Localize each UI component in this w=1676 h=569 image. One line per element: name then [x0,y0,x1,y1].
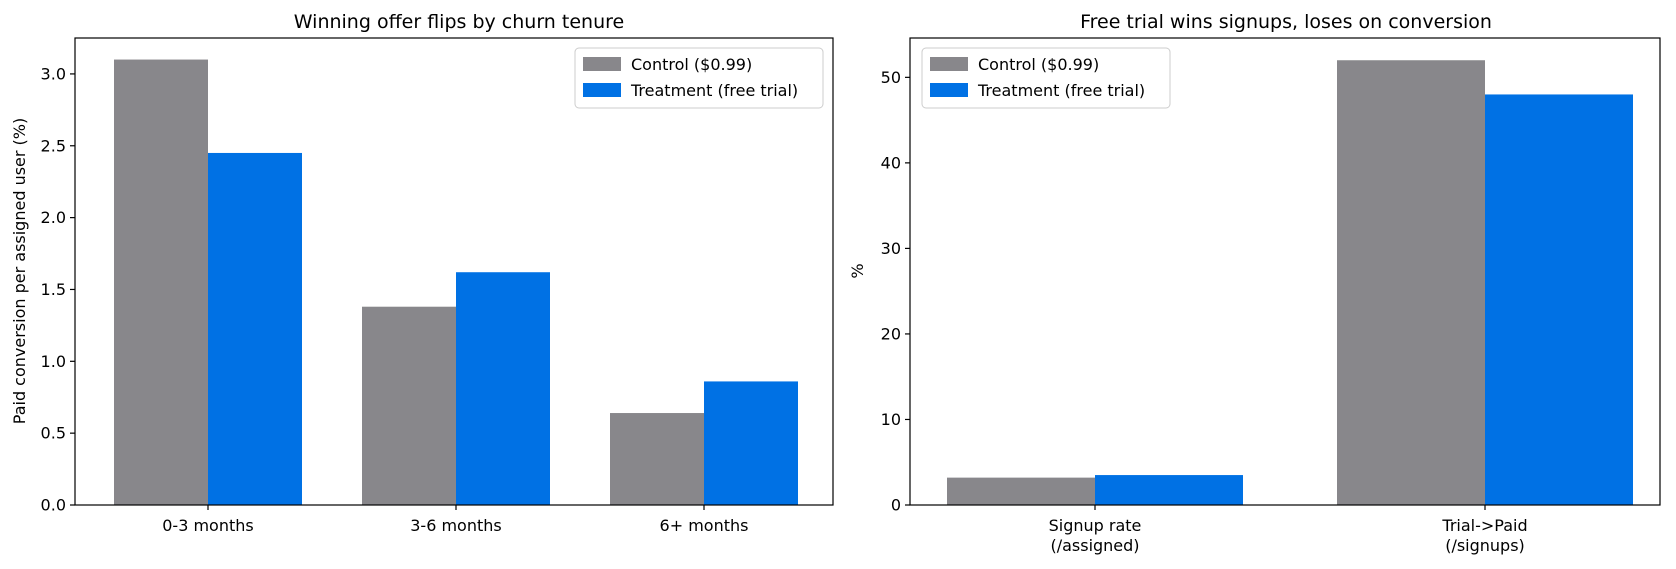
legend: Control ($0.99) Treatment (free trial) [574,47,824,109]
x-tick-label: Signup rate (/assigned) [1049,516,1142,555]
y-tick-label: 30 [881,239,901,258]
chart-signup-conversion: Free trial wins signups, loses on conver… [848,11,1661,555]
y-tick-label: 2.0 [41,208,66,227]
y-tick-label: 0.5 [41,424,66,443]
legend-label: Control ($0.99) [631,55,752,74]
bar-control [362,306,456,505]
plot-frame [909,37,1661,506]
bar-treatment [1485,94,1633,505]
bar-control [114,59,208,506]
bars [947,60,1633,505]
chart-title: Free trial wins signups, loses on conver… [1080,11,1492,33]
y-tick-label: 10 [881,410,901,429]
y-axis-label: % [848,263,867,278]
chart-title: Winning offer flips by churn tenure [294,11,624,33]
y-tick-label: 1.0 [41,352,66,371]
bar-treatment [456,272,550,505]
bars [114,59,798,506]
bar-control [947,477,1095,505]
y-tick-label: 40 [881,153,901,172]
bar-control [1337,60,1485,505]
chart-tenure: Winning offer flips by churn tenure Paid… [10,11,834,535]
y-tick-label: 3.0 [41,64,66,83]
x-tick-label: 0-3 months [162,516,253,535]
y-tick-label: 50 [881,68,901,87]
plot-frame [74,37,834,506]
y-tick-label: 0.0 [41,496,66,515]
y-tick-label: 0 [891,496,901,515]
axis-ticks: Signup rate (/assigned) Trial->Paid (/signu… [881,68,1528,555]
legend-swatch-treatment [583,83,621,97]
y-tick-label: 1.5 [41,280,66,299]
legend-label: Treatment (free trial) [630,81,798,100]
legend-box [921,47,1171,109]
bar-treatment [704,381,798,505]
axis-ticks: 0-3 months 3-6 months 6+ months 0.0 0.5 1.0 1.… [41,64,749,535]
x-tick-label: Trial->Paid (/signups) [1441,516,1527,555]
y-tick-label: 2.5 [41,136,66,155]
x-tick-label: 3-6 months [410,516,501,535]
x-tick-label: 6+ months [660,516,749,535]
bar-treatment [208,152,302,505]
legend-swatch-treatment [930,83,968,97]
y-tick-label: 20 [881,324,901,343]
legend-label: Treatment (free trial) [977,81,1145,100]
bar-treatment [1095,475,1243,505]
legend: Control ($0.99) Treatment (free trial) [921,47,1171,109]
bar-control [610,413,704,505]
legend-label: Control ($0.99) [978,55,1099,74]
legend-swatch-control [930,57,968,71]
legend-swatch-control [583,57,621,71]
y-axis-label: Paid conversion per assigned user (%) [10,118,29,424]
legend-box [574,47,824,109]
